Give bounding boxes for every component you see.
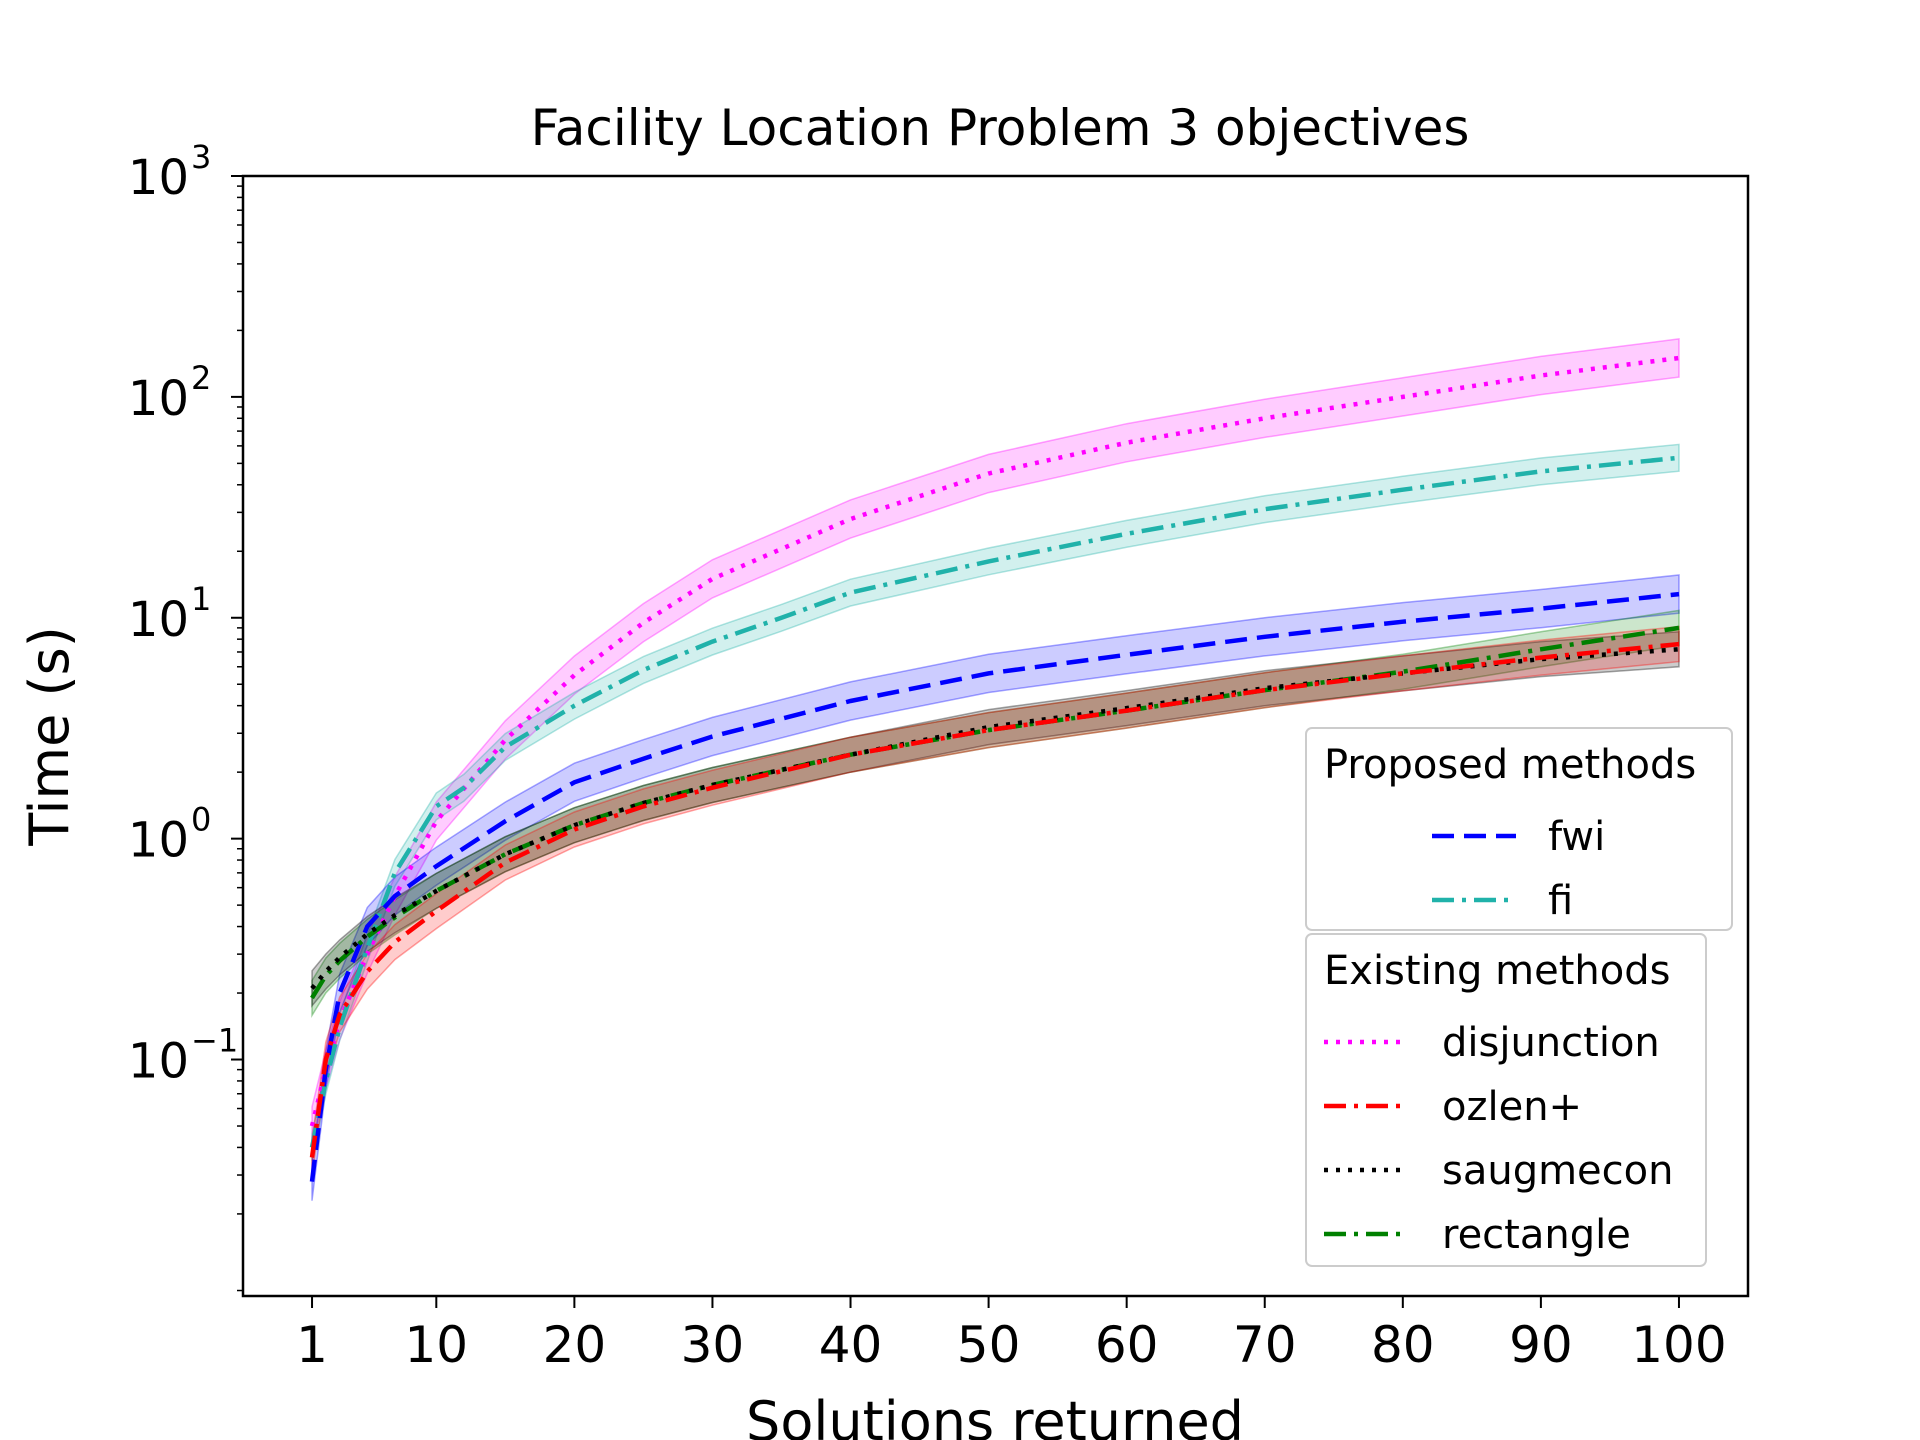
x-tick-label: 70 (1233, 1316, 1297, 1374)
legend-label-disjunction: disjunction (1442, 1020, 1660, 1066)
x-axis-label: Solutions returned (746, 1390, 1244, 1440)
x-tick-label: 1 (296, 1316, 328, 1374)
x-tick-label: 50 (957, 1316, 1021, 1374)
x-tick-label: 80 (1371, 1316, 1435, 1374)
y-tick-label: 10 (128, 813, 189, 869)
legend-title: Proposed methods (1324, 742, 1696, 788)
x-tick-label: 10 (404, 1316, 468, 1374)
band-saugmecon (311, 630, 1680, 1008)
x-tick-label: 20 (543, 1316, 607, 1374)
x-tick-label: 30 (681, 1316, 745, 1374)
y-tick-exponent: 3 (191, 138, 211, 176)
series-line-saugmecon (310, 647, 1680, 990)
y-tick-exponent: −1 (191, 1022, 238, 1060)
band-fi (311, 443, 1680, 1161)
y-tick-label: 10 (128, 371, 189, 427)
legend-box (1305, 933, 1707, 1267)
y-axis-label: Time (s) (18, 626, 81, 847)
band-fwi (311, 574, 1680, 1201)
series-line-fwi (309, 591, 1680, 1182)
chart-title: Facility Location Problem 3 objectives (531, 99, 1470, 157)
band-ozlen (311, 625, 1680, 1176)
series-lines (309, 355, 1680, 1182)
legend-label-ozlen: ozlen+ (1442, 1084, 1582, 1130)
legend-box (1305, 727, 1733, 931)
x-tick-label: 100 (1631, 1316, 1726, 1374)
x-tick-label: 60 (1095, 1316, 1159, 1374)
legend-label-rectangle: rectangle (1442, 1212, 1631, 1258)
x-tick-label: 90 (1509, 1316, 1573, 1374)
y-tick-label: 10 (128, 592, 189, 648)
legend-label-fi: fi (1548, 878, 1573, 924)
legend-title: Existing methods (1324, 948, 1670, 994)
y-tick-label: 10 (128, 1034, 189, 1090)
band-disjunction (311, 338, 1680, 1146)
y-tick-exponent: 2 (191, 359, 211, 397)
y-tick-exponent: 0 (191, 801, 211, 839)
y-tick-label: 10 (128, 150, 189, 206)
legend: Proposed methods fwi fi Existing methods dis… (1305, 727, 1733, 1267)
legend-label-saugmecon: saugmecon (1442, 1148, 1673, 1194)
series-line-ozlen (309, 641, 1680, 1158)
x-tick-label: 40 (819, 1316, 883, 1374)
x-axis-ticks: 1 10 20 30 40 50 60 70 80 90 100 (296, 1296, 1727, 1374)
plot-frame (241, 174, 1750, 1298)
legend-label-fwi: fwi (1548, 814, 1605, 860)
y-tick-exponent: 1 (191, 580, 211, 618)
